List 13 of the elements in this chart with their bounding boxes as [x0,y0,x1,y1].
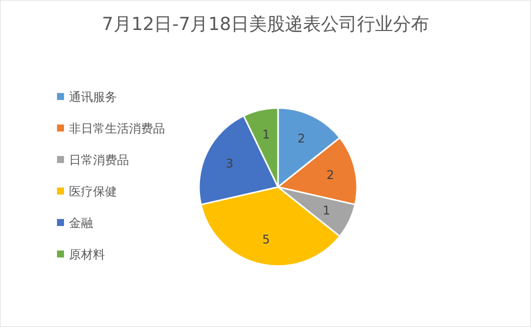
data-label: 1 [262,128,270,142]
data-label: 1 [322,203,330,218]
data-label: 2 [326,168,334,182]
legend-label: 通讯服务 [69,90,117,104]
legend-label: 日常消费品 [69,153,129,167]
data-label: 2 [297,132,306,146]
data-label: 5 [262,232,270,246]
legend-label: 医疗保健 [69,184,117,198]
legend-label: 原材料 [69,248,105,262]
legend-label: 非日常生活消费品 [69,122,165,136]
chart-title: 7月12日-7月18日美股递表公司行业分布 [102,14,430,35]
legend-label: 金融 [69,216,93,230]
data-label: 3 [226,156,234,171]
